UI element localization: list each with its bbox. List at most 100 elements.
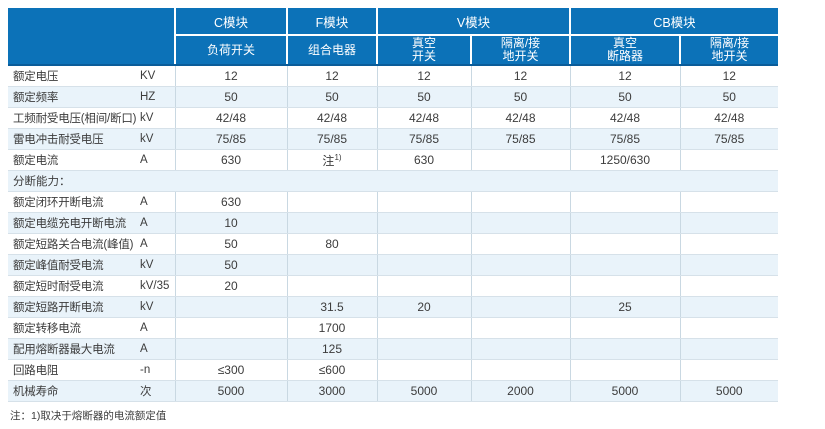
- row-label: 额定转移电流: [8, 317, 140, 339]
- cell-value: 25: [569, 296, 680, 318]
- row-unit: kV: [140, 107, 175, 129]
- module-header: V模块: [376, 8, 570, 36]
- cell-value: [376, 191, 471, 213]
- cell-value: 42/48: [286, 107, 377, 129]
- table-body: 额定电压 KV 12 12 12 12 12 12 额定频率 HZ 50 50 50 50 50 50 工频耐受…: [8, 65, 778, 402]
- cell-value: 20: [174, 275, 287, 297]
- cell-value: 75/85: [286, 128, 377, 150]
- row-label: 配用熔断器最大电流: [8, 338, 140, 360]
- row-label: 额定峰值耐受电流: [8, 254, 140, 276]
- cell-value: 12: [470, 65, 570, 87]
- cell-value: [470, 317, 570, 339]
- cell-value: 5000: [376, 380, 471, 402]
- cell-value: [470, 275, 570, 297]
- cell-value: [376, 254, 471, 276]
- cell-value: 50: [569, 86, 680, 108]
- row-label: 额定短时耐受电流: [8, 275, 140, 297]
- cell-value: 42/48: [174, 107, 287, 129]
- table-row: 额定短路开断电流 kV 31.5 20 25: [8, 296, 778, 318]
- table-row: 工频耐受电压(相间/断口) kV 42/48 42/48 42/48 42/48 42/48…: [8, 107, 778, 129]
- submodule-header: 真空 断路器: [569, 35, 680, 66]
- cell-value: [174, 338, 287, 360]
- cell-value: [569, 233, 680, 255]
- row-label: 额定闭环开断电流: [8, 191, 140, 213]
- spec-table-container: C模块 F模块 V模块 CB模块 负荷开关 组合电器 真空 开关 隔离/接 地开关 真空 断路…: [8, 8, 778, 402]
- cell-value: [470, 212, 570, 234]
- row-unit: A: [140, 338, 175, 360]
- cell-value: [376, 359, 471, 381]
- row-label: 机械寿命: [8, 380, 140, 402]
- cell-value: 注1): [286, 149, 377, 171]
- cell-value: 50: [679, 86, 778, 108]
- table-row: 额定电流 A 630 注1) 630 1250/630: [8, 149, 778, 171]
- submodule-header: 真空 开关: [376, 35, 471, 66]
- table-row: 额定电缆充电开断电流 A 10: [8, 212, 778, 234]
- row-unit: HZ: [140, 86, 175, 108]
- cell-value: [376, 338, 471, 360]
- cell-value: [286, 191, 377, 213]
- cell-value: 42/48: [569, 107, 680, 129]
- cell-value: [286, 254, 377, 276]
- cell-value: [569, 317, 680, 339]
- table-row: 额定短时耐受电流 kV/35 20: [8, 275, 778, 297]
- row-label: 额定频率: [8, 86, 140, 108]
- cell-value: 75/85: [470, 128, 570, 150]
- row-unit: kV/35: [140, 275, 175, 297]
- table-row: 额定转移电流 A 1700: [8, 317, 778, 339]
- cell-value: [470, 254, 570, 276]
- cell-value: 50: [286, 86, 377, 108]
- cell-value: [286, 212, 377, 234]
- row-label: 额定短路开断电流: [8, 296, 140, 318]
- cell-value: 630: [174, 149, 287, 171]
- cell-value: 1250/630: [569, 149, 680, 171]
- cell-value: [679, 359, 778, 381]
- cell-value: [376, 275, 471, 297]
- row-label: 额定短路关合电流(峰值): [8, 233, 140, 255]
- table-row: 回路电阻 -n ≤300 ≤600: [8, 359, 778, 381]
- footnote-ref: 1): [334, 152, 342, 162]
- cell-value: [679, 212, 778, 234]
- cell-value: 12: [174, 65, 287, 87]
- cell-value: 50: [174, 254, 287, 276]
- cell-value: [174, 296, 287, 318]
- table-row: 额定峰值耐受电流 kV 50: [8, 254, 778, 276]
- submodule-header-row: 负荷开关 组合电器 真空 开关 隔离/接 地开关 真空 断路器 隔离/接 地开关: [8, 35, 778, 66]
- cell-value: [569, 338, 680, 360]
- spec-table: C模块 F模块 V模块 CB模块 负荷开关 组合电器 真空 开关 隔离/接 地开关 真空 断路…: [8, 8, 778, 402]
- cell-value: 42/48: [470, 107, 570, 129]
- cell-value: [569, 254, 680, 276]
- cell-value: 630: [174, 191, 287, 213]
- cell-value: 5000: [569, 380, 680, 402]
- row-unit: KV: [140, 65, 175, 87]
- cell-value: 12: [286, 65, 377, 87]
- cell-value: 125: [286, 338, 377, 360]
- module-header: CB模块: [569, 8, 778, 36]
- cell-value: [376, 317, 471, 339]
- cell-value: 75/85: [376, 128, 471, 150]
- table-row: 分断能力：: [8, 170, 778, 192]
- cell-value: 42/48: [679, 107, 778, 129]
- row-unit: A: [140, 212, 175, 234]
- cell-value: [376, 212, 471, 234]
- cell-value: [679, 338, 778, 360]
- submodule-header: 负荷开关: [174, 35, 287, 66]
- row-unit: kV: [140, 254, 175, 276]
- cell-value: 50: [174, 233, 287, 255]
- row-unit: 次: [140, 380, 175, 402]
- cell-value: [569, 212, 680, 234]
- cell-value: [569, 359, 680, 381]
- module-header-row: C模块 F模块 V模块 CB模块: [8, 8, 778, 66]
- cell-value: [569, 275, 680, 297]
- cell-value: [679, 233, 778, 255]
- cell-value: 5000: [174, 380, 287, 402]
- cell-value: [470, 191, 570, 213]
- row-label: 额定电压: [8, 65, 140, 87]
- cell-value: [569, 191, 680, 213]
- row-unit: A: [140, 233, 175, 255]
- table-row: 额定电压 KV 12 12 12 12 12 12: [8, 65, 778, 87]
- submodule-header: 组合电器: [286, 35, 377, 66]
- cell-value: [470, 338, 570, 360]
- cell-value: 3000: [286, 380, 377, 402]
- row-unit: A: [140, 149, 175, 171]
